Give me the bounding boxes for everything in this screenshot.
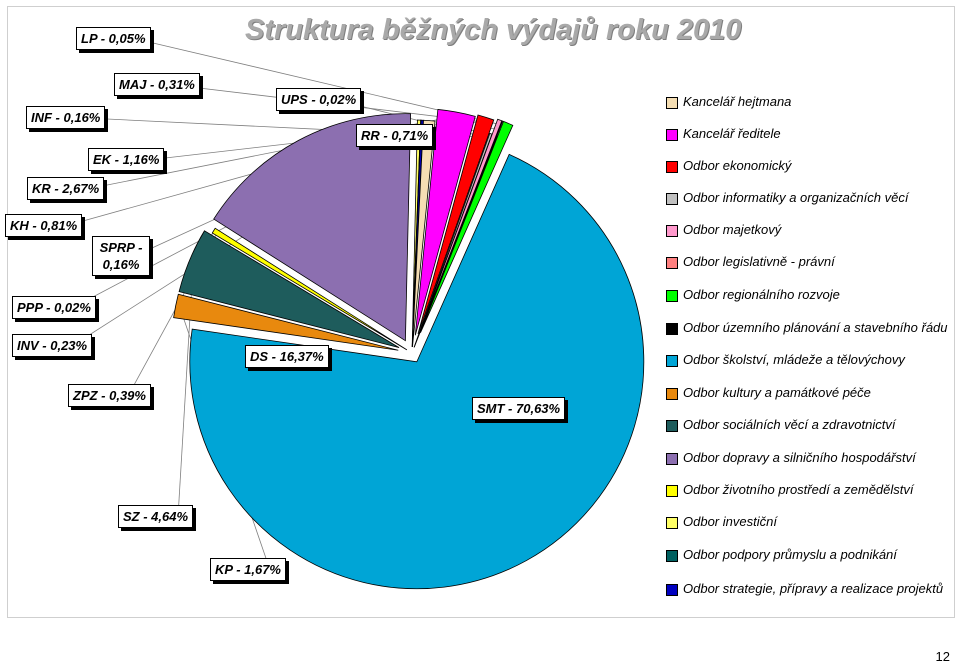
legend-label: Odbor územního plánování a stavebního řá… <box>683 320 948 335</box>
data-label-rr: RR - 0,71% <box>356 124 434 147</box>
legend-swatch <box>666 420 678 432</box>
legend-swatch <box>666 161 678 173</box>
legend-label: Odbor informatiky a organizačních věcí <box>683 190 909 205</box>
legend-swatch <box>666 453 678 465</box>
legend-label: Odbor ekonomický <box>683 158 792 173</box>
data-label-lp: LP - 0,05% <box>76 27 151 50</box>
legend-item: Odbor územního plánování a stavebního řá… <box>666 320 948 335</box>
legend-swatch <box>666 323 678 335</box>
data-label-inf: INF - 0,16% <box>26 106 106 129</box>
legend-item: Odbor školství, mládeže a tělovýchovy <box>666 352 948 367</box>
legend-label: Odbor dopravy a silničního hospodářství <box>683 450 916 465</box>
legend-swatch <box>666 257 678 269</box>
legend-item: Kancelář hejtmana <box>666 94 948 109</box>
legend-swatch <box>666 97 678 109</box>
pie-slice-kr <box>414 108 476 336</box>
pie-slice-rr <box>420 120 514 333</box>
pie-slice-ek <box>417 114 495 335</box>
data-label-inv: INV - 0,23% <box>12 334 93 357</box>
legend-label: Odbor školství, mládeže a tělovýchovy <box>683 352 905 367</box>
data-label-ek: EK - 1,16% <box>88 148 165 171</box>
legend-swatch <box>666 290 678 302</box>
legend-swatch <box>666 225 678 237</box>
legend-item: Odbor dopravy a silničního hospodářství <box>666 450 948 465</box>
data-label-smt: SMT - 70,63% <box>472 397 566 420</box>
legend-swatch <box>666 129 678 141</box>
legend-swatch <box>666 517 678 529</box>
legend-label: Odbor strategie, přípravy a realizace pr… <box>683 581 944 596</box>
data-label-ups: UPS - 0,02% <box>276 88 362 111</box>
legend-label: Kancelář ředitele <box>683 126 781 141</box>
legend-item: Odbor informatiky a organizačních věcí <box>666 190 948 205</box>
data-label-kh: KH - 0,81% <box>5 214 83 237</box>
data-label-zpz: ZPZ - 0,39% <box>68 384 151 407</box>
legend-item: Odbor podpory průmyslu a podnikání <box>666 547 948 562</box>
legend-label: Odbor investiční <box>683 514 777 529</box>
pie-slice-kp <box>173 293 399 351</box>
data-label-kp: KP - 1,67% <box>210 558 286 581</box>
legend-label: Odbor kultury a památkové péče <box>683 385 871 400</box>
legend-swatch <box>666 388 678 400</box>
legend-item: Odbor ekonomický <box>666 158 948 173</box>
legend-item: Odbor investiční <box>666 514 948 529</box>
pie-slices <box>173 108 645 590</box>
data-label-ppp: PPP - 0,02% <box>12 296 96 319</box>
legend-swatch <box>666 355 678 367</box>
data-label-sz: SZ - 4,64% <box>118 505 194 528</box>
legend-item: Kancelář ředitele <box>666 126 948 141</box>
legend-item: Odbor životního prostředí a zemědělství <box>666 482 948 497</box>
legend-label: Odbor regionálního rozvoje <box>683 287 840 302</box>
legend-swatch <box>666 550 678 562</box>
pie-slice-kh <box>412 119 436 348</box>
legend-item: Odbor sociálních věcí a zdravotnictví <box>666 417 948 432</box>
legend-item: Odbor majetkový <box>666 222 948 237</box>
data-label-maj: MAJ - 0,31% <box>114 73 200 96</box>
legend-label: Odbor majetkový <box>683 222 782 237</box>
page-number: 12 <box>935 649 950 664</box>
data-label-sprp: SPRP - 0,16% <box>92 236 150 276</box>
pie-slice-smt <box>189 153 645 590</box>
legend-item: Odbor kultury a památkové péče <box>666 385 948 400</box>
chart-title: Struktura běžných výdajů roku 2010 <box>245 14 742 46</box>
legend-item: Odbor legislativně - právní <box>666 254 948 269</box>
legend-swatch <box>666 584 678 596</box>
legend-label: Odbor životního prostředí a zemědělství <box>683 482 914 497</box>
legend-label: Odbor sociálních věcí a zdravotnictví <box>683 417 896 432</box>
pie-slice-zpz <box>211 227 408 351</box>
legend-item: Odbor regionálního rozvoje <box>666 287 948 302</box>
legend-swatch <box>666 485 678 497</box>
pie-slice-ds <box>213 113 412 342</box>
legend-label: Kancelář hejtmana <box>683 94 792 109</box>
legend-label: Odbor legislativně - právní <box>683 254 835 269</box>
data-label-kr: KR - 2,67% <box>27 177 105 200</box>
legend-label: Odbor podpory průmyslu a podnikání <box>683 547 897 562</box>
legend-item: Odbor strategie, přípravy a realizace pr… <box>666 581 948 596</box>
legend-swatch <box>666 193 678 205</box>
pie-slice-ups <box>413 135 498 348</box>
data-label-ds: DS - 16,37% <box>245 345 329 368</box>
pie-slice-sz <box>178 230 400 349</box>
